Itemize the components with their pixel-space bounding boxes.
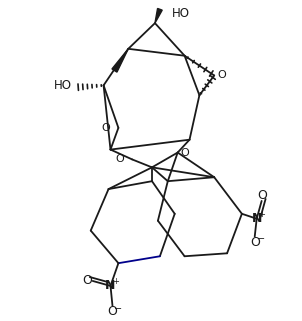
Text: O: O	[258, 188, 268, 202]
Text: O: O	[250, 236, 260, 249]
Text: N: N	[105, 279, 116, 292]
Text: O: O	[181, 148, 189, 158]
Polygon shape	[155, 8, 162, 23]
Text: O: O	[102, 123, 111, 133]
Text: O: O	[82, 274, 92, 288]
Text: +: +	[112, 277, 119, 286]
Text: O: O	[116, 154, 124, 164]
Text: −: −	[114, 304, 123, 314]
Text: O: O	[217, 71, 226, 81]
Text: N: N	[252, 212, 262, 225]
Polygon shape	[112, 49, 128, 72]
Text: O: O	[108, 305, 117, 318]
Text: +: +	[258, 210, 265, 219]
Text: −: −	[257, 234, 265, 245]
Text: HO: HO	[54, 79, 72, 92]
Text: HO: HO	[172, 7, 190, 20]
